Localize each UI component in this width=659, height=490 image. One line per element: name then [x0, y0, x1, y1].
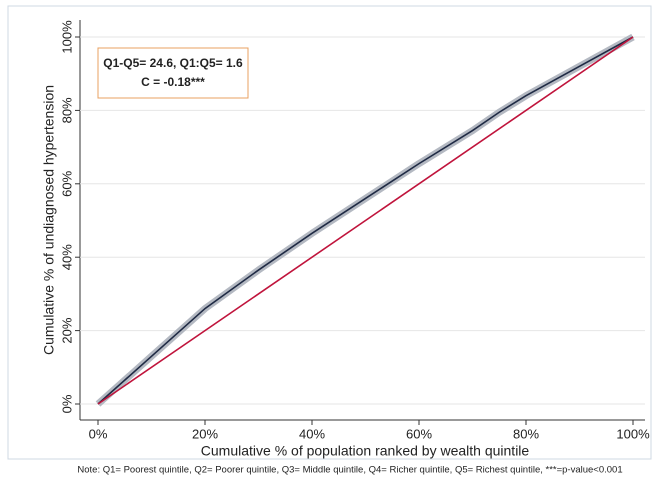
annotation: Q1-Q5= 24.6, Q1:Q5= 1.6	[103, 56, 243, 70]
y-tick-label: 60%	[59, 170, 74, 196]
y-tick-label: 0%	[59, 394, 74, 413]
x-tick-label: 80%	[513, 426, 539, 441]
x-tick-label: 20%	[192, 426, 218, 441]
x-tick-label: 60%	[406, 426, 432, 441]
y-axis-label: Cumulative % of undiagnosed hypertension	[41, 85, 57, 355]
y-tick-label: 80%	[59, 97, 74, 123]
y-tick-label: 100%	[59, 20, 74, 54]
x-tick-label: 40%	[299, 426, 325, 441]
annotation-box	[97, 47, 249, 99]
x-tick-label: 100%	[616, 426, 650, 441]
line	[97, 36, 634, 405]
y-tick-label: 40%	[59, 244, 74, 270]
annotation: C = -0.18***	[141, 75, 205, 89]
x-axis-label: Cumulative % of population ranked by wea…	[201, 443, 530, 459]
line	[97, 36, 634, 405]
note: Note: Q1= Poorest quintile, Q2= Poorer q…	[77, 465, 622, 476]
y-tick-label: 20%	[59, 317, 74, 343]
x-tick-label: 0%	[89, 426, 108, 441]
